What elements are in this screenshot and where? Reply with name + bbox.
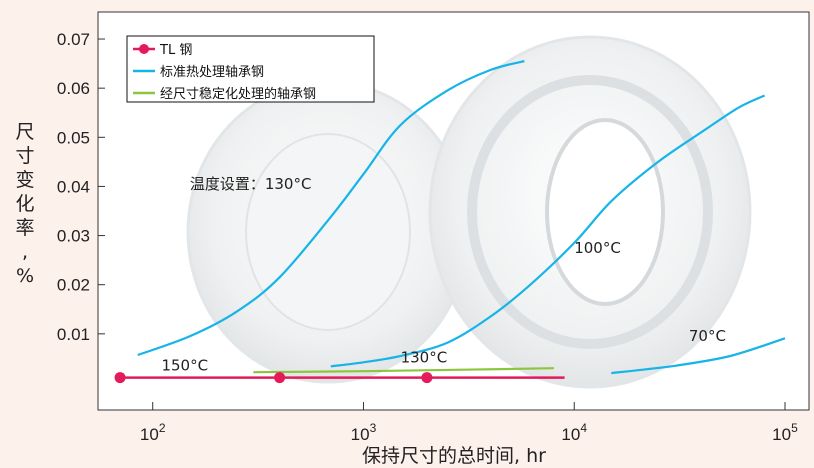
legend-label-tl-steel: TL 钢 (159, 43, 192, 58)
tl-steel-marker-1 (274, 372, 286, 384)
stabilized-steel-line-0 (253, 367, 554, 374)
y-tick-label-0-04: 0.04 (57, 177, 90, 196)
annotation-2: 70°C (689, 327, 726, 345)
y-tick-label-0-06: 0.06 (57, 79, 90, 98)
legend-label-stabilized-steel: 经尺寸稳定化处理的轴承钢 (160, 86, 316, 102)
series-lines (114, 60, 786, 384)
bearing-background-image (186, 35, 752, 389)
annotation-3: 150°C (161, 357, 208, 375)
standard-steel-line-2 (611, 337, 786, 375)
x-tick-label-1000: 103 (351, 421, 377, 444)
x-tick-label-10000: 104 (561, 421, 587, 444)
y-tick-label-0-02: 0.02 (57, 276, 90, 295)
tl-steel-marker-2 (421, 372, 433, 384)
y-tick-label-0-07: 0.07 (57, 30, 90, 49)
tl-steel-marker-0 (114, 372, 126, 384)
annotation-4: 130°C (401, 348, 448, 366)
x-tick-label-100000: 105 (772, 421, 798, 444)
annotation-0: 温度设置：130°C (190, 175, 312, 193)
standard-steel-line-1 (330, 94, 766, 368)
annotation-1: 100°C (574, 239, 621, 257)
y-tick-label-0-05: 0.05 (57, 128, 90, 147)
legend-box (126, 35, 375, 103)
legend: TL 钢 标准热处理轴承钢 经尺寸稳定化处理的轴承钢 (126, 35, 375, 103)
annotations: 温度设置：130°C 100°C 70°C 150°C 130°C (161, 175, 726, 375)
legend-label-standard-steel: 标准热处理轴承钢 (160, 65, 264, 80)
standard-steel-line-0 (137, 60, 525, 357)
y-tick-label-0-01: 0.01 (57, 325, 90, 344)
x-tick-label-100: 102 (140, 421, 166, 444)
legend-marker-tl-steel (139, 44, 149, 54)
y-axis-title: 尺寸变化率,% (15, 121, 34, 287)
x-axis-title: 保持尺寸的总时间, hr (362, 445, 546, 467)
y-tick-label-0-03: 0.03 (57, 227, 90, 246)
